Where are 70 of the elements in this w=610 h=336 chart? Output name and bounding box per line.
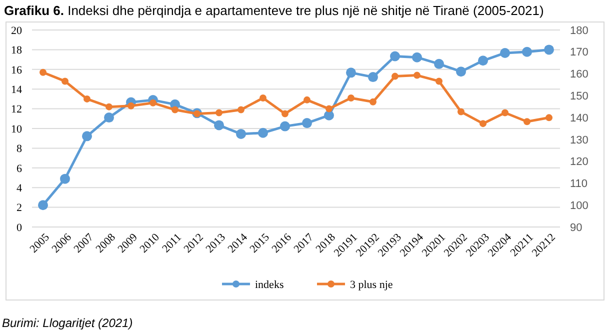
- point: [346, 68, 356, 78]
- y-tick-label: 18: [11, 44, 22, 57]
- chart-title: Grafiku 6.: [4, 3, 64, 18]
- y2-tick-label: 100: [570, 200, 588, 212]
- point: [128, 102, 134, 110]
- y-tick-label: 0: [16, 222, 22, 234]
- point: [302, 118, 312, 128]
- point: [150, 99, 156, 106]
- y-tick-label: 14: [11, 84, 22, 96]
- y-tick-label: 2: [16, 202, 22, 214]
- point: [238, 106, 244, 114]
- y-tick-label: 12: [11, 104, 22, 116]
- point: [502, 109, 508, 116]
- legend-label: 3 plus nje: [350, 278, 393, 291]
- x-tick-label: 2011: [160, 231, 184, 256]
- y2-tick-label: 150: [570, 90, 588, 103]
- point: [544, 44, 554, 55]
- y-tick-label: 16: [11, 64, 22, 76]
- y2-tick-label: 130: [570, 134, 588, 146]
- point: [62, 78, 68, 85]
- point: [282, 110, 288, 118]
- text: Burimi: Llogaritjet (2021): [2, 316, 133, 330]
- point: [412, 52, 422, 62]
- point: [280, 121, 290, 132]
- point: [390, 51, 400, 62]
- point: [326, 105, 332, 112]
- y2-tick-label: 180: [570, 24, 588, 37]
- point: [216, 109, 222, 116]
- point: [392, 72, 398, 80]
- y2-tick-label: 120: [570, 156, 588, 168]
- point: [82, 131, 92, 142]
- y-tick-label: 8: [16, 143, 22, 156]
- y-tick-label: 10: [11, 123, 22, 136]
- point: [478, 56, 488, 66]
- point: [480, 120, 486, 128]
- point: [436, 78, 442, 85]
- y-tick-label: 4: [16, 182, 22, 194]
- y2-tick-label: 140: [570, 112, 588, 124]
- y2-tick-label: 90: [570, 222, 582, 234]
- y2-tick-label: 110: [570, 178, 588, 190]
- point: [370, 98, 376, 106]
- point: [260, 94, 266, 102]
- point: [456, 66, 466, 77]
- point: [458, 108, 464, 116]
- point: [304, 96, 310, 104]
- point: [236, 128, 246, 139]
- point: [524, 118, 530, 126]
- chart-subtitle: Indeksi dhe përqindja e apartamenteve tre plus një në shitje në Tiranë (2005-2021): [68, 3, 544, 18]
- point: [434, 58, 444, 69]
- point: [172, 106, 178, 114]
- point: [500, 48, 510, 58]
- point: [40, 68, 46, 76]
- point: [324, 110, 334, 120]
- y-tick-label: 6: [16, 162, 22, 175]
- point: [38, 200, 48, 210]
- point: [104, 112, 114, 123]
- point: [546, 114, 552, 122]
- point: [414, 72, 420, 79]
- point: [214, 120, 224, 130]
- point: [368, 72, 378, 82]
- y2-tick-label: 170: [570, 46, 588, 59]
- point: [60, 174, 70, 184]
- y-tick-label: 20: [11, 24, 22, 37]
- point: [348, 94, 354, 102]
- legend-label: indeks: [255, 278, 284, 291]
- point: [84, 95, 90, 102]
- point: [258, 128, 268, 138]
- y2-tick-label: 160: [570, 68, 588, 81]
- point: [106, 103, 112, 110]
- point: [522, 46, 532, 57]
